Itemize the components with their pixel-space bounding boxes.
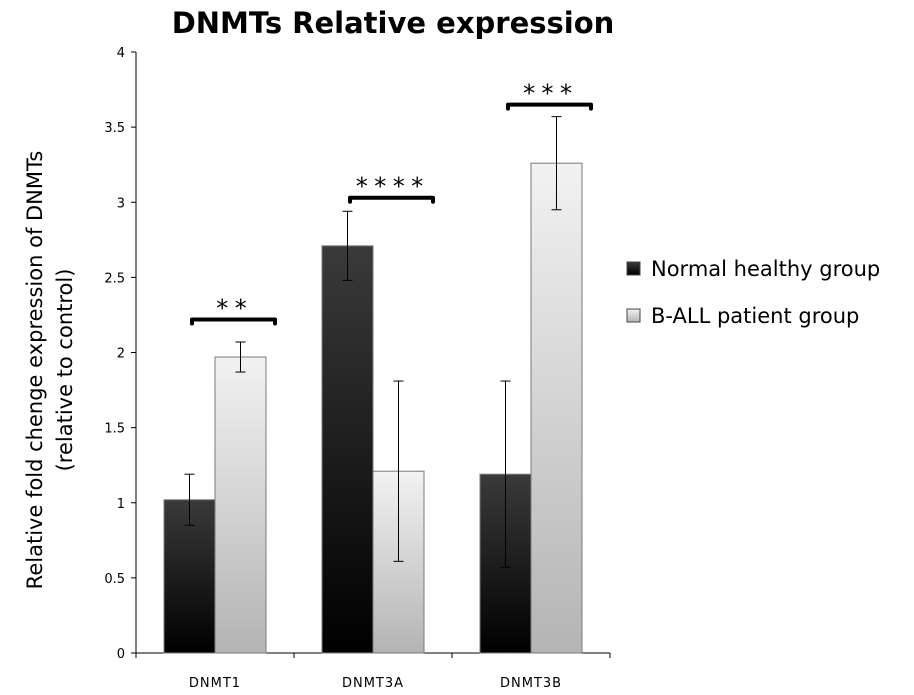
y-tick-label: 3 — [117, 196, 125, 211]
y-tick-label: 1.5 — [104, 422, 125, 437]
chart-title: DNMTs Relative expression — [172, 6, 615, 40]
legend-label-ball: B-ALL patient group — [651, 304, 859, 328]
y-axis-label-line1: Relative fold chenge expression of DNMTs — [23, 151, 47, 590]
x-tick-label: DNMT1 — [189, 676, 241, 691]
legend: Normal healthy group B-ALL patient group — [626, 257, 880, 328]
y-tick-label: 0.5 — [104, 572, 125, 587]
y-tick-label: 3.5 — [104, 121, 125, 136]
legend-swatch-ball — [626, 308, 641, 323]
x-tick-label: DNMT3B — [500, 676, 562, 691]
bar-dnmt3a-normal — [321, 245, 374, 654]
bar-dnmt3b-ball — [530, 162, 583, 654]
legend-swatch-normal — [626, 261, 641, 276]
significance-label: ** — [215, 294, 252, 322]
significance-bracket — [506, 102, 593, 111]
y-tick-label: 2 — [117, 347, 125, 362]
significance-label: *** — [522, 80, 577, 108]
y-tick-label: 0 — [117, 647, 125, 662]
significance-bracket — [190, 317, 277, 326]
bar-dnmt1-ball — [214, 356, 267, 654]
legend-label-normal: Normal healthy group — [651, 257, 880, 281]
significance-bracket — [348, 195, 435, 204]
y-tick-label: 1 — [117, 497, 125, 512]
y-tick-label: 2.5 — [104, 271, 125, 286]
y-tick-label: 4 — [117, 46, 125, 61]
significance-label: **** — [355, 173, 429, 201]
x-tick-label: DNMT3A — [342, 676, 404, 691]
y-axis-label-line2: (relative to control) — [53, 269, 77, 472]
